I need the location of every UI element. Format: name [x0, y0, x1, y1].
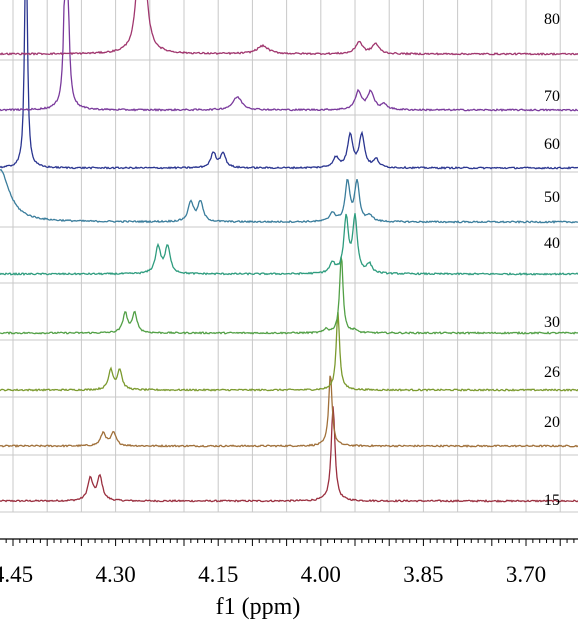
trace-label-20: 20: [544, 414, 560, 431]
gridlines: [0, 0, 578, 513]
x-tick-label: 4.45: [0, 562, 33, 587]
trace-label-70: 70: [544, 88, 560, 105]
spectrum-trace-20: [0, 375, 578, 448]
trace-label-60: 60: [544, 136, 560, 153]
spectrum-traces: [0, 0, 578, 503]
trace-label-80: 80: [544, 11, 560, 28]
spectrum-trace-60: [0, 0, 578, 170]
trace-label-15: 15: [544, 492, 560, 509]
spectrum-trace-30: [0, 256, 578, 335]
trace-label-26: 26: [544, 364, 560, 381]
spectrum-trace-80: [0, 0, 578, 56]
x-tick-label: 3.85: [403, 562, 443, 587]
spectrum-trace-50: [0, 168, 578, 224]
trace-label-30: 30: [544, 314, 560, 331]
x-tick-label: 4.15: [198, 562, 238, 587]
spectrum-trace-26: [0, 311, 578, 392]
spectrum-trace-70: [0, 0, 578, 112]
spectrum-trace-40: [0, 213, 578, 276]
x-tick-label: 4.00: [301, 562, 341, 587]
x-axis-title: f1 (ppm): [216, 594, 301, 620]
x-tick-label: 3.70: [506, 562, 546, 587]
trace-label-50: 50: [544, 189, 560, 206]
spectrum-trace-15: [0, 406, 578, 503]
trace-labels: 15 20 26 30 40 50 60 70 80: [544, 11, 560, 509]
x-tick-label: 4.30: [95, 562, 135, 587]
x-axis: 4.45 4.30 4.15 4.00 3.85 3.70: [0, 538, 578, 587]
trace-label-40: 40: [544, 235, 560, 252]
